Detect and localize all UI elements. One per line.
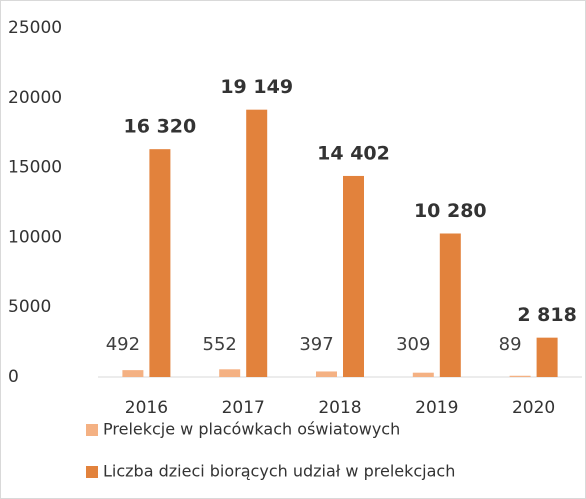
legend-swatch	[86, 466, 98, 478]
x-tick-label: 2020	[512, 398, 555, 418]
bar	[122, 370, 144, 377]
x-tick-label: 2016	[125, 398, 168, 418]
value-label: 10 280	[414, 200, 487, 222]
legend-label: Liczba dzieci biorących udział w prelekc…	[103, 462, 455, 481]
legend-swatch	[86, 424, 98, 436]
y-tick-label: 10000	[8, 227, 62, 247]
y-tick-label: 0	[8, 367, 19, 387]
value-label: 19 149	[220, 76, 293, 98]
x-tick-label: 2019	[415, 398, 458, 418]
y-tick-label: 5000	[8, 297, 51, 317]
bar	[509, 375, 531, 377]
bar	[412, 372, 434, 377]
y-tick-label: 20000	[8, 88, 62, 108]
value-label: 14 402	[317, 142, 390, 164]
bar	[219, 369, 241, 377]
y-tick-label: 25000	[8, 18, 62, 38]
x-tick-label: 2018	[318, 398, 361, 418]
bar	[316, 371, 337, 377]
bar	[439, 233, 461, 377]
bar	[536, 337, 558, 377]
value-label: 552	[203, 334, 237, 355]
value-label: 89	[499, 334, 522, 355]
value-label: 2 818	[517, 304, 577, 326]
legend-label: Prelekcje w placówkach oświatowych	[103, 420, 400, 439]
y-tick-label: 15000	[8, 158, 62, 178]
x-tick-label: 2017	[222, 398, 265, 418]
bar	[343, 175, 364, 377]
value-label: 309	[396, 334, 430, 355]
value-label: 397	[299, 334, 333, 355]
value-label: 16 320	[124, 116, 197, 138]
bar	[149, 149, 171, 377]
value-label: 492	[106, 334, 140, 355]
bar	[246, 109, 268, 377]
